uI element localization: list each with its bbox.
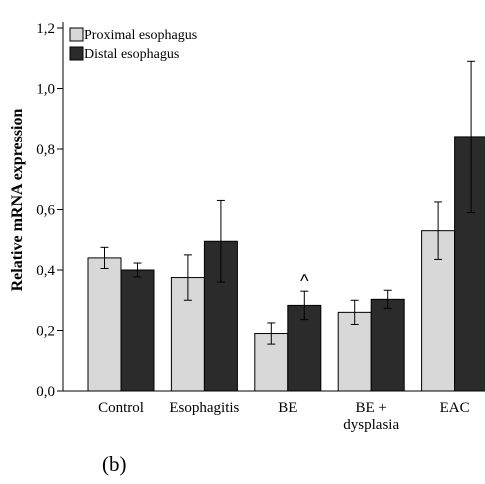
x-tick-label: Esophagitis bbox=[169, 400, 239, 416]
x-axis: Control Esophagitis BE BE +dysplasia EAC bbox=[63, 390, 480, 433]
x-tick-label: Control bbox=[98, 400, 144, 416]
y-tick-label: 0,2 bbox=[36, 324, 55, 340]
legend-swatch bbox=[69, 46, 84, 61]
legend-label: Proximal esophagus bbox=[84, 28, 197, 43]
y-tick-label: 0,8 bbox=[36, 142, 55, 158]
legend-swatch bbox=[69, 27, 84, 42]
y-tick-label: 1,0 bbox=[36, 82, 55, 98]
bars: ^ bbox=[87, 60, 485, 392]
legend-label: Distal esophagus bbox=[84, 47, 179, 62]
bar bbox=[454, 136, 485, 392]
x-tick-label: dysplasia bbox=[343, 417, 399, 433]
y-tick-label: 0,0 bbox=[36, 384, 55, 400]
figure-caption: (b) bbox=[102, 452, 127, 476]
y-tick-label: 0,4 bbox=[36, 263, 55, 279]
bar bbox=[87, 257, 122, 392]
x-tick-label: EAC bbox=[440, 400, 470, 416]
y-tick-label: 1,2 bbox=[36, 21, 55, 37]
bar bbox=[370, 298, 405, 392]
bar bbox=[120, 269, 155, 392]
y-tick-label: 0,6 bbox=[36, 203, 55, 219]
y-axis: 0,0 0,2 0,4 0,6 0,8 1,0 1,2 bbox=[36, 21, 64, 400]
x-tick-label: BE + bbox=[356, 400, 387, 416]
x-tick-label: BE bbox=[278, 400, 297, 416]
legend: Proximal esophagus Distal esophagus bbox=[69, 27, 197, 62]
significance-marker: ^ bbox=[300, 271, 309, 291]
y-axis-label: Relative mRNA expression bbox=[9, 109, 26, 292]
